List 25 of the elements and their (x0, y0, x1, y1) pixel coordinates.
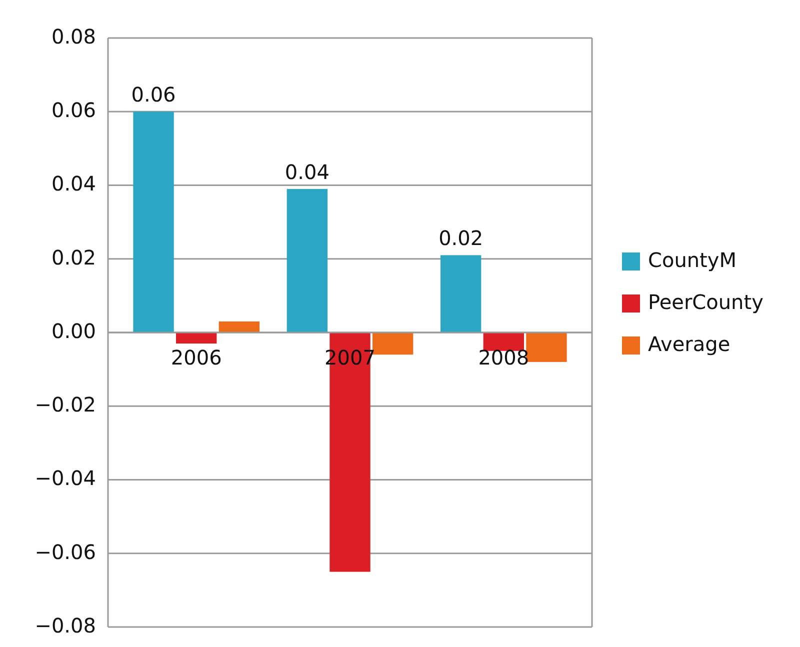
y-tick-label: 0.06 (51, 98, 96, 122)
data-label: 0.06 (131, 82, 176, 107)
y-tick-label: 0.00 (51, 318, 96, 343)
data-label: 0.02 (438, 226, 484, 250)
bar (440, 255, 482, 332)
bar (133, 112, 174, 332)
bar (218, 321, 260, 332)
x-tick-label: 2006 (170, 346, 222, 370)
bar (176, 332, 217, 344)
bar (483, 332, 524, 351)
bar (286, 188, 328, 332)
y-tick-label: −0.06 (34, 540, 96, 564)
y-tick-label: 0.04 (51, 172, 96, 196)
y-tick-label: −0.08 (34, 613, 96, 638)
legend-label: CountyM (648, 248, 736, 272)
bar (526, 332, 567, 362)
y-tick-label: −0.04 (34, 466, 96, 490)
legend-label: PeerCounty (648, 290, 764, 314)
y-tick-label: −0.02 (34, 392, 96, 417)
data-label: 0.04 (284, 160, 330, 184)
y-tick-label: 0.02 (51, 245, 96, 270)
bar (372, 332, 414, 355)
y-tick-label: 0.08 (51, 24, 96, 48)
x-tick-label: 2008 (478, 346, 530, 370)
legend-label: Average (648, 332, 730, 356)
